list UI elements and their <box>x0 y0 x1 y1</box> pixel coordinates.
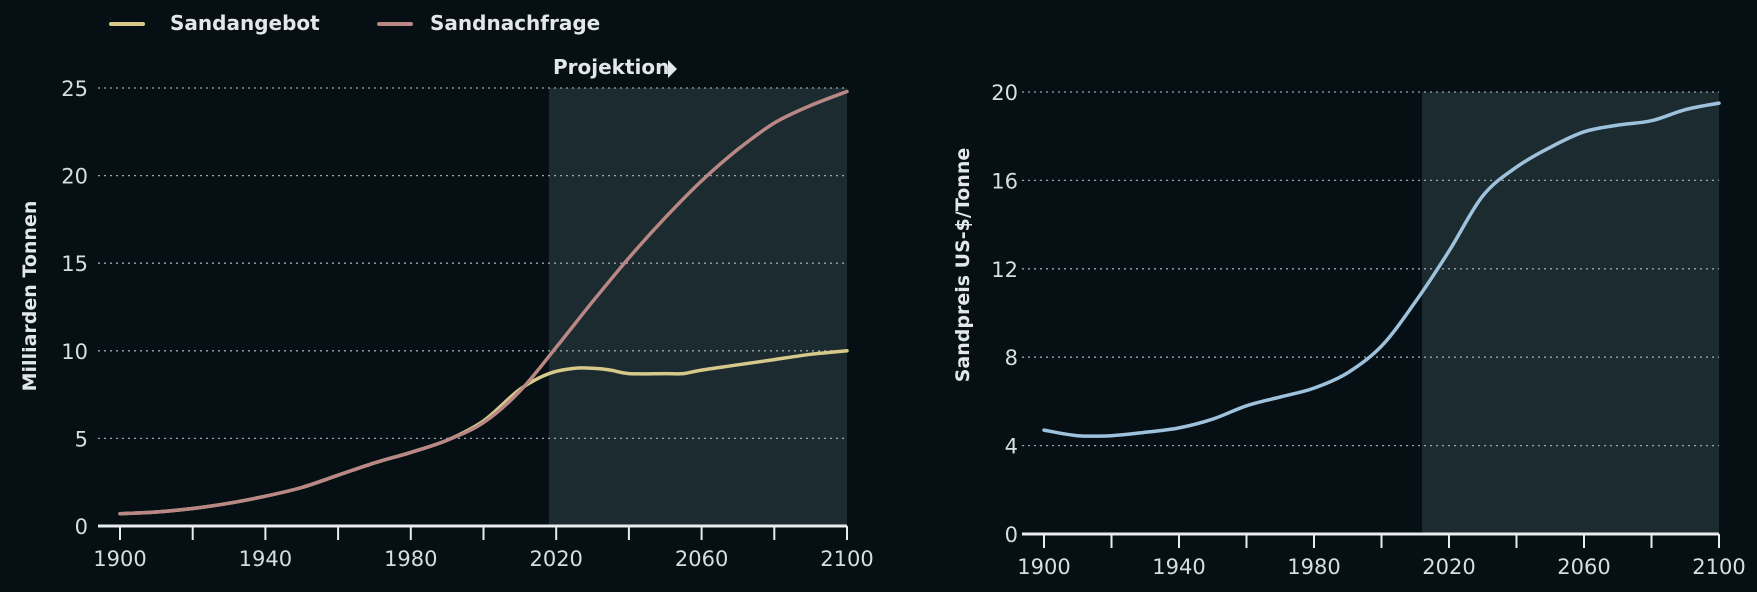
y-tick-label: 0 <box>75 515 88 539</box>
y-tick-label: 16 <box>991 169 1018 193</box>
x-tick-label: 1940 <box>1152 555 1205 579</box>
legend: Sandangebot Sandnachfrage <box>109 11 600 35</box>
x-ticks: 1900 1940 1980 2020 2060 2100 <box>1017 534 1746 579</box>
x-tick-label: 1980 <box>384 547 437 571</box>
x-tick-label: 1980 <box>1287 555 1340 579</box>
x-tick-label: 2060 <box>1557 555 1610 579</box>
sand-price-chart: 0 4 8 12 16 20 1900 1940 1980 2020 2060 2100 Sandp… <box>952 81 1746 579</box>
x-tick-label: 2100 <box>1692 555 1745 579</box>
x-tick-label: 2060 <box>675 547 728 571</box>
series-lines <box>1042 101 1721 438</box>
projection-shade <box>548 88 847 526</box>
legend-label-sandangebot: Sandangebot <box>170 11 320 35</box>
y-axis-title: Sandpreis US-$/Tonne <box>952 148 974 383</box>
series-line-sandpreis <box>1042 101 1721 438</box>
series-line-sandnachfrage <box>118 89 849 516</box>
projection-arrow-icon <box>668 60 677 78</box>
y-tick-label: 12 <box>991 258 1018 282</box>
y-tick-label: 8 <box>1005 346 1018 370</box>
y-tick-labels: 0 4 8 12 16 20 <box>991 81 1018 547</box>
x-tick-label: 2020 <box>529 547 582 571</box>
y-tick-label: 20 <box>61 165 88 189</box>
y-tick-label: 15 <box>61 252 88 276</box>
x-tick-label: 2020 <box>1422 555 1475 579</box>
y-tick-label: 20 <box>991 81 1018 105</box>
y-tick-label: 10 <box>61 340 88 364</box>
y-tick-labels: 0 5 10 15 20 25 <box>61 77 88 539</box>
x-tick-label: 2100 <box>820 547 873 571</box>
y-tick-label: 25 <box>61 77 88 101</box>
projection-shade <box>1422 92 1719 534</box>
y-axis-title: Milliarden Tonnen <box>19 201 41 392</box>
y-gridlines <box>98 87 847 440</box>
y-tick-label: 5 <box>75 427 88 451</box>
x-tick-label: 1940 <box>239 547 292 571</box>
x-tick-label: 1900 <box>1017 555 1070 579</box>
y-tick-label: 0 <box>1005 523 1018 547</box>
legend-label-sandnachfrage: Sandnachfrage <box>430 11 600 35</box>
series-lines <box>118 89 849 516</box>
sand-volume-chart: 0 5 10 15 20 25 1900 1940 1980 2020 2060 2100 Mill… <box>19 55 874 571</box>
y-tick-label: 4 <box>1005 435 1018 459</box>
projection-label: Projektion <box>553 55 669 79</box>
x-ticks: 1900 1940 1980 2020 2060 2100 <box>93 526 874 571</box>
x-tick-label: 1900 <box>93 547 146 571</box>
